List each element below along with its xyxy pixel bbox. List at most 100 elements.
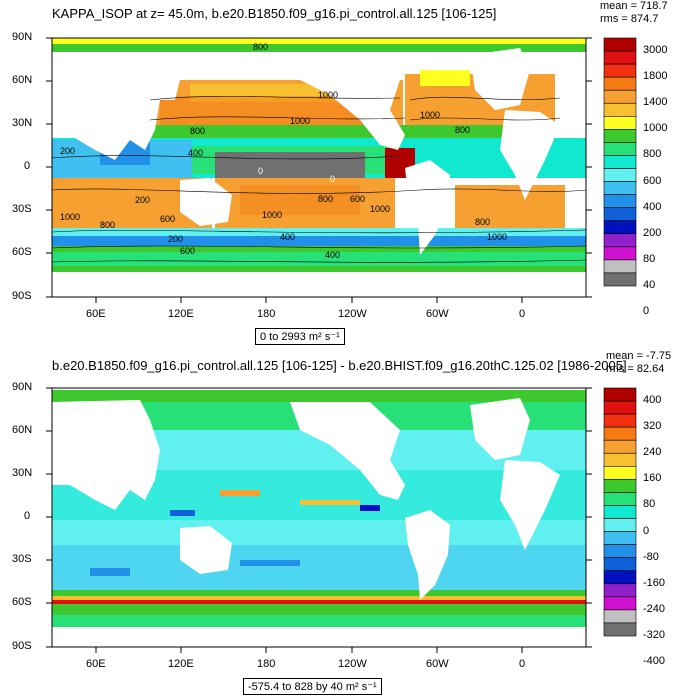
- colorbar-swatch: [603, 557, 637, 572]
- contour-label: 200: [60, 146, 76, 156]
- contour-label: 0: [258, 166, 264, 176]
- colorbar-swatch: [603, 76, 637, 91]
- lon-label: 60E: [86, 658, 106, 670]
- colorbar-swatch: [603, 116, 637, 130]
- panel1-range: 0 to 2993 m² s⁻¹: [255, 328, 345, 345]
- contour-label: 1000: [370, 204, 391, 214]
- contour-label: 1000: [318, 90, 339, 100]
- lon-label: 0: [519, 658, 526, 670]
- panel2-range: -575.4 to 828 by 40 m² s⁻¹: [243, 678, 382, 695]
- lat-label: 90N: [12, 381, 33, 393]
- contour-label: 800: [318, 194, 334, 204]
- colorbar-swatch: [603, 544, 637, 558]
- colorbar-swatch: [603, 194, 637, 208]
- lon-label: 120E: [168, 308, 194, 320]
- contour-label: 1000: [487, 232, 508, 242]
- tick-marks: [46, 37, 592, 653]
- colorbar-label: 600: [643, 174, 662, 187]
- lat-label: 30S: [12, 203, 32, 215]
- lon-label: 180: [257, 658, 276, 670]
- colorbar-label: -400: [643, 655, 666, 668]
- contour-label: 800: [253, 42, 269, 52]
- contour-label: 600: [180, 246, 196, 256]
- colorbar-label: 1400: [643, 96, 668, 109]
- contour-label: 1000: [60, 212, 81, 222]
- panel2-title: b.e20.B1850.f09_g16.pi_control.all.125 […: [52, 358, 627, 373]
- colorbar-label: 800: [643, 148, 662, 161]
- colorbar-swatch: [603, 155, 637, 169]
- panel1-colorbar: [603, 37, 637, 287]
- colorbar-label: -80: [643, 550, 659, 563]
- panel2-colorbar: [603, 387, 637, 637]
- lat-label: 90S: [12, 640, 32, 652]
- contour-label: 1000: [290, 116, 311, 126]
- lat-label: 30N: [12, 117, 33, 129]
- colorbar-swatch: [603, 531, 637, 545]
- contour-label: 800: [455, 125, 471, 135]
- lat-label: 60N: [12, 424, 33, 436]
- panel2-map: [52, 388, 586, 647]
- contour-label: 0: [330, 174, 336, 184]
- colorbar-label: -160: [643, 576, 666, 589]
- panel2-rms: rms = 82.64: [606, 363, 665, 375]
- colorbar-label: 1000: [643, 122, 668, 135]
- lat-label: 90N: [12, 31, 33, 43]
- colorbar-swatch: [603, 596, 637, 611]
- colorbar-swatch: [603, 466, 637, 480]
- contour-label: 400: [325, 250, 341, 260]
- contour-label: 1000: [420, 110, 441, 120]
- colorbar-swatch: [603, 505, 637, 519]
- colorbar-swatch: [603, 583, 637, 598]
- lat-label: 30S: [12, 553, 32, 565]
- colorbar-swatch: [603, 272, 637, 287]
- colorbar-swatch: [603, 570, 637, 585]
- panel1-rms: rms = 874.7: [600, 13, 659, 25]
- colorbar-swatch: [603, 50, 637, 65]
- contour-label: 800: [190, 126, 206, 136]
- contour-label: 800: [100, 220, 116, 230]
- colorbar-swatch: [603, 452, 637, 467]
- colorbar-swatch: [603, 246, 637, 261]
- lon-label: 180: [257, 308, 276, 320]
- colorbar-swatch: [603, 622, 637, 637]
- lat-label: 60N: [12, 74, 33, 86]
- colorbar-label: -320: [643, 629, 666, 641]
- contour-label: 1000: [262, 210, 283, 220]
- colorbar-swatch: [603, 142, 637, 156]
- colorbar-label: 3000: [643, 44, 668, 57]
- lat-label: 60S: [12, 596, 32, 608]
- colorbar-label: 200: [643, 226, 662, 239]
- contour-label: 600: [350, 194, 366, 204]
- colorbar-swatch: [603, 129, 637, 143]
- lon-label: 60W: [426, 658, 449, 670]
- colorbar-swatch: [603, 63, 637, 78]
- contour-label: 600: [160, 214, 176, 224]
- colorbar-swatch: [603, 518, 637, 532]
- lon-label: 60W: [426, 308, 449, 320]
- contour-label: 800: [475, 217, 491, 227]
- lat-label: 0: [24, 160, 31, 172]
- lat-label: 0: [24, 510, 31, 522]
- panel1-mean: mean = 718.7: [600, 0, 668, 12]
- colorbar-swatch: [603, 207, 637, 222]
- colorbar-label: 0: [643, 524, 650, 537]
- colorbar-label: 160: [643, 472, 662, 485]
- colorbar-swatch: [603, 89, 637, 104]
- lat-label: 30N: [12, 467, 33, 479]
- colorbar-swatch: [603, 426, 637, 441]
- lon-label: 60E: [86, 308, 106, 320]
- lat-label: 90S: [12, 290, 32, 302]
- panel1-title: KAPPA_ISOP at z= 45.0m, b.e20.B1850.f09_…: [52, 6, 497, 21]
- colorbar-swatch: [603, 479, 637, 493]
- colorbar-swatch: [603, 181, 637, 195]
- colorbar-swatch: [603, 387, 637, 402]
- colorbar-swatch: [603, 609, 637, 624]
- lon-label: 120W: [338, 308, 367, 320]
- lon-label: 120W: [338, 658, 367, 670]
- colorbar-label: 40: [643, 279, 656, 291]
- colorbar-swatch: [603, 220, 637, 235]
- contour-label: 200: [135, 195, 151, 205]
- colorbar-swatch: [603, 102, 637, 117]
- colorbar-label: 1800: [643, 70, 668, 83]
